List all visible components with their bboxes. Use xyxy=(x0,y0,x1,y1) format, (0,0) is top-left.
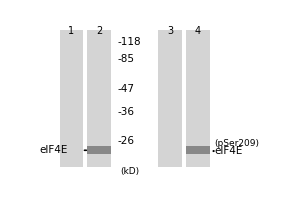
Text: 4: 4 xyxy=(195,26,201,36)
Text: (kD): (kD) xyxy=(120,167,139,176)
Text: 2: 2 xyxy=(96,26,102,36)
Text: 1: 1 xyxy=(68,26,74,36)
Bar xyxy=(88,146,111,154)
Text: (pSer209): (pSer209) xyxy=(214,139,259,148)
Bar xyxy=(186,146,210,154)
Text: -47: -47 xyxy=(118,84,135,94)
Text: -85: -85 xyxy=(118,54,135,64)
Bar xyxy=(158,30,182,167)
Bar xyxy=(60,30,83,167)
Text: eIF4E: eIF4E xyxy=(214,146,243,156)
Text: eIF4E: eIF4E xyxy=(40,145,68,155)
Text: 3: 3 xyxy=(167,26,173,36)
Bar xyxy=(88,30,111,167)
Text: -118: -118 xyxy=(118,37,141,47)
Text: -36: -36 xyxy=(118,107,135,117)
Text: -26: -26 xyxy=(118,136,135,146)
Bar xyxy=(186,30,210,167)
